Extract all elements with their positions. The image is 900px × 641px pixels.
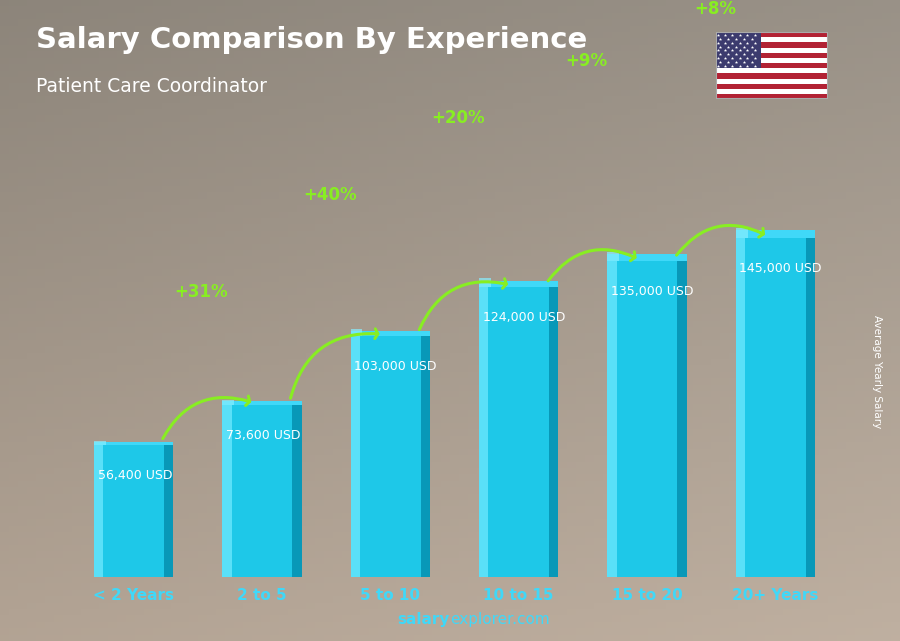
- Text: 103,000 USD: 103,000 USD: [355, 360, 436, 373]
- Bar: [735, 238, 745, 577]
- Bar: [479, 278, 490, 287]
- Bar: [608, 252, 619, 262]
- Bar: [716, 94, 828, 99]
- Bar: [716, 79, 828, 84]
- Bar: [716, 69, 828, 74]
- Bar: [292, 405, 302, 577]
- Bar: [94, 442, 174, 445]
- Text: explorer.com: explorer.com: [450, 612, 550, 627]
- Bar: [222, 400, 234, 405]
- Bar: [222, 401, 302, 405]
- Bar: [716, 63, 828, 69]
- Bar: [616, 262, 678, 577]
- Bar: [350, 336, 360, 577]
- Text: Salary Comparison By Experience: Salary Comparison By Experience: [36, 26, 587, 54]
- Bar: [350, 329, 363, 336]
- Text: +20%: +20%: [431, 109, 485, 127]
- Bar: [487, 287, 549, 577]
- Bar: [716, 32, 760, 69]
- Bar: [806, 238, 815, 577]
- Bar: [164, 445, 174, 577]
- Bar: [479, 281, 559, 287]
- Bar: [678, 262, 687, 577]
- Bar: [716, 58, 828, 63]
- Bar: [222, 405, 231, 577]
- Text: salary: salary: [398, 612, 450, 627]
- Bar: [94, 445, 104, 577]
- Text: +40%: +40%: [303, 186, 356, 204]
- Bar: [549, 287, 559, 577]
- Text: 135,000 USD: 135,000 USD: [611, 285, 694, 298]
- Bar: [716, 53, 828, 58]
- Bar: [716, 74, 828, 79]
- Bar: [743, 238, 806, 577]
- Text: Patient Care Coordinator: Patient Care Coordinator: [36, 77, 267, 96]
- Text: +9%: +9%: [565, 52, 608, 70]
- Bar: [716, 32, 828, 37]
- Bar: [608, 262, 616, 577]
- Bar: [716, 47, 828, 53]
- Bar: [716, 89, 828, 94]
- Bar: [230, 405, 292, 577]
- Bar: [358, 336, 420, 577]
- Bar: [716, 42, 828, 47]
- Bar: [735, 228, 748, 238]
- Text: Average Yearly Salary: Average Yearly Salary: [872, 315, 883, 428]
- Text: 145,000 USD: 145,000 USD: [740, 262, 822, 275]
- Bar: [94, 441, 105, 445]
- Text: 124,000 USD: 124,000 USD: [482, 311, 565, 324]
- Bar: [735, 231, 815, 238]
- Text: 73,600 USD: 73,600 USD: [226, 429, 301, 442]
- Bar: [479, 287, 489, 577]
- Bar: [716, 84, 828, 89]
- Bar: [420, 336, 430, 577]
- Text: 56,400 USD: 56,400 USD: [98, 469, 172, 482]
- Text: +31%: +31%: [175, 283, 228, 301]
- Bar: [608, 254, 687, 262]
- Text: +8%: +8%: [694, 1, 736, 19]
- Bar: [102, 445, 164, 577]
- Bar: [350, 331, 430, 336]
- Bar: [716, 37, 828, 42]
